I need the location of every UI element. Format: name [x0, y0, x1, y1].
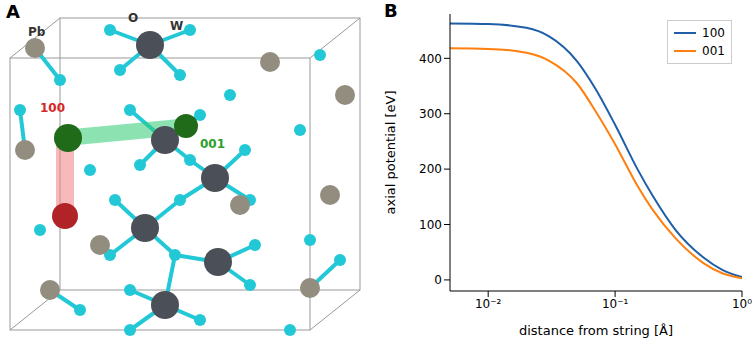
svg-text:300: 300	[419, 107, 442, 121]
svg-text:100: 100	[419, 218, 442, 232]
html-text:B: B	[384, 0, 398, 21]
svg-text:axial potential [eV]: axial potential [eV]	[383, 91, 398, 215]
svg-text:200: 200	[419, 162, 442, 176]
svg-text:001: 001	[200, 137, 225, 151]
svg-text:0: 0	[434, 273, 442, 287]
svg-text:distance from string [Å]: distance from string [Å]	[519, 323, 673, 338]
svg-text:400: 400	[419, 52, 442, 66]
html-text:001: 001	[702, 44, 725, 58]
svg-text:O: O	[128, 11, 138, 25]
svg-text:10⁰: 10⁰	[732, 297, 752, 311]
svg-text:Pb: Pb	[28, 25, 46, 39]
html-text:100: 100	[702, 26, 725, 40]
svg-text:10⁻¹: 10⁻¹	[602, 297, 629, 311]
svg-text:100: 100	[40, 101, 65, 115]
svg-text:W: W	[170, 19, 183, 33]
svg-text:A: A	[6, 1, 20, 22]
svg-text:10⁻²: 10⁻²	[475, 297, 502, 311]
